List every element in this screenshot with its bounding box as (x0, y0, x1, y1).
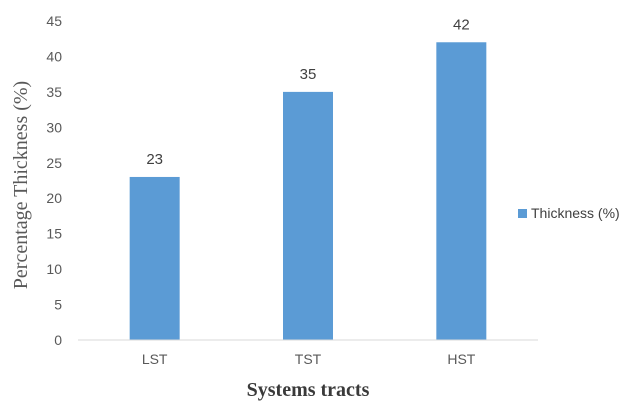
y-axis-title: Percentage Thickness (%) (10, 81, 32, 289)
data-label: 23 (146, 151, 163, 168)
y-axis-ticks: 0 5 10 15 20 25 30 35 40 45 (46, 13, 62, 348)
y-tick-label: 35 (46, 84, 62, 100)
y-tick-label: 40 (46, 48, 62, 64)
data-label: 42 (453, 16, 470, 33)
bar-lst (129, 176, 180, 340)
data-label: 35 (300, 66, 317, 83)
x-tick-label: LST (142, 351, 168, 367)
data-labels-group: 23 35 42 (146, 16, 469, 168)
y-tick-label: 20 (46, 190, 62, 206)
x-axis-title: Systems tracts (247, 379, 370, 401)
y-tick-label: 15 (46, 226, 62, 242)
y-tick-label: 25 (46, 155, 62, 171)
bar-tst (283, 91, 333, 340)
y-tick-label: 5 (54, 297, 62, 313)
legend: Thickness (%) (518, 205, 620, 221)
legend-label: Thickness (%) (531, 205, 620, 221)
y-tick-label: 30 (46, 119, 62, 135)
y-tick-label: 0 (54, 332, 62, 348)
y-tick-label: 45 (46, 13, 62, 29)
x-tick-label: HST (447, 351, 475, 367)
x-axis-ticks: LST TST HST (142, 351, 476, 367)
x-tick-label: TST (295, 351, 322, 367)
bar-hst (436, 42, 487, 341)
bars-group (129, 42, 487, 341)
legend-swatch (518, 209, 527, 218)
y-tick-label: 10 (46, 261, 62, 277)
